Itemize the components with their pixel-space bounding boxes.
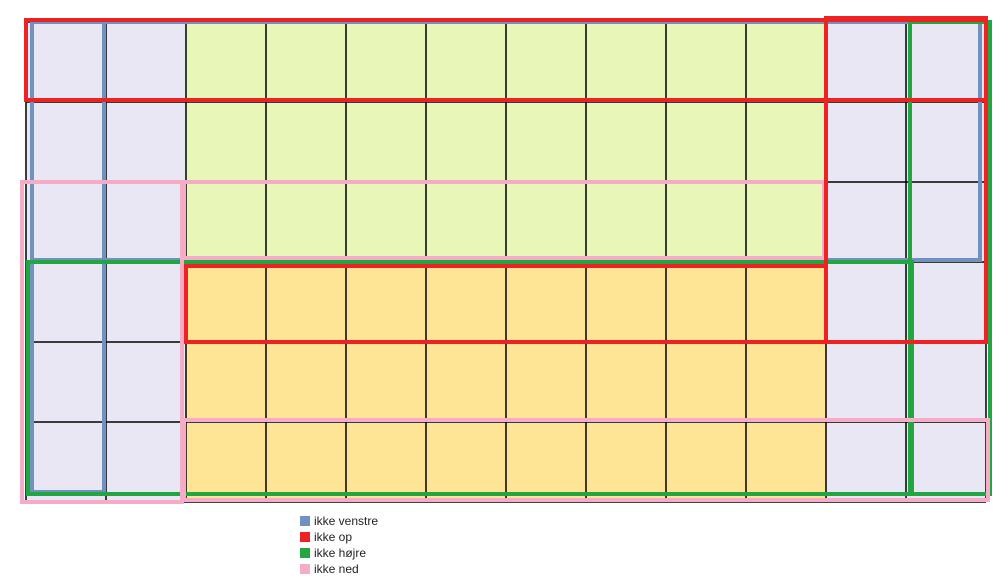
grid-cell <box>746 22 826 102</box>
grid-cell <box>746 422 826 502</box>
legend-label: ikke venstre <box>314 514 379 528</box>
grid-cell <box>586 422 666 502</box>
grid-cell <box>426 262 506 342</box>
grid-cell <box>186 422 266 502</box>
grid-cell <box>426 182 506 262</box>
grid-cell <box>906 422 986 502</box>
grid-cell <box>106 22 186 102</box>
grid-cell <box>346 262 426 342</box>
legend-swatch-blue <box>300 516 310 526</box>
legend-item-ikke-ned: ikke ned <box>300 561 378 577</box>
grid-cell <box>746 342 826 422</box>
grid-cell <box>506 22 586 102</box>
legend-label: ikke ned <box>314 562 359 576</box>
grid-cell <box>906 262 986 342</box>
grid-cell <box>106 182 186 262</box>
grid-cell <box>506 422 586 502</box>
grid-cell <box>666 102 746 182</box>
grid-cell <box>186 182 266 262</box>
grid-cell <box>26 422 106 502</box>
grid-cell <box>106 262 186 342</box>
pink-outline-bottom-row <box>182 418 990 502</box>
grid-cell <box>186 102 266 182</box>
region-outlines <box>20 16 992 504</box>
grid-cell <box>906 342 986 422</box>
grid-cell <box>426 422 506 502</box>
grid-cell <box>506 182 586 262</box>
grid-cell <box>506 262 586 342</box>
grid-cell <box>666 182 746 262</box>
legend-item-ikke-op: ikke op <box>300 529 378 545</box>
legend-label: ikke højre <box>314 546 367 560</box>
grid-cell <box>186 342 266 422</box>
grid-cell <box>906 102 986 182</box>
grid-cells <box>26 22 986 502</box>
grid-cell <box>346 102 426 182</box>
grid-cell <box>826 342 906 422</box>
grid-cell <box>666 262 746 342</box>
grid-cell <box>666 22 746 102</box>
grid-cell <box>906 22 986 102</box>
grid-cell <box>106 422 186 502</box>
grid-cell <box>426 102 506 182</box>
grid-cell <box>826 22 906 102</box>
grid-cell <box>266 102 346 182</box>
grid-cell <box>26 342 106 422</box>
grid-cell <box>186 22 266 102</box>
grid-cell <box>346 22 426 102</box>
pink-outline-left-block <box>20 180 184 504</box>
grid-cell <box>746 262 826 342</box>
grid-cell <box>506 102 586 182</box>
grid-cell <box>666 342 746 422</box>
grid-cell <box>266 22 346 102</box>
grid-cell <box>346 422 426 502</box>
grid-cell <box>346 342 426 422</box>
grid-cell <box>26 182 106 262</box>
grid-cell <box>186 262 266 342</box>
grid-cell <box>266 182 346 262</box>
grid-cell <box>26 102 106 182</box>
grid-cell <box>266 422 346 502</box>
grid-cell <box>586 342 666 422</box>
grid-cell <box>826 182 906 262</box>
grid-cell <box>26 262 106 342</box>
grid-cell <box>746 102 826 182</box>
legend-label: ikke op <box>314 530 353 544</box>
grid-cell <box>586 262 666 342</box>
grid-cell <box>426 22 506 102</box>
grid-cell <box>586 182 666 262</box>
grid-cell <box>666 422 746 502</box>
grid-cell <box>346 182 426 262</box>
grid-cell <box>586 102 666 182</box>
legend-swatch-red <box>300 532 310 542</box>
grid-cell <box>106 102 186 182</box>
legend-swatch-green <box>300 548 310 558</box>
legend: ikke venstre ikke op ikke højre ikke ned <box>300 513 378 577</box>
grid-cell <box>26 22 106 102</box>
legend-swatch-pink <box>300 564 310 574</box>
grid-cell <box>506 342 586 422</box>
grid-cell <box>106 342 186 422</box>
grid-cell <box>826 422 906 502</box>
legend-item-ikke-hojre: ikke højre <box>300 545 378 561</box>
grid-cell <box>826 262 906 342</box>
grid-diagram <box>20 16 992 504</box>
grid-cell <box>746 182 826 262</box>
legend-item-ikke-venstre: ikke venstre <box>300 513 378 529</box>
red-outline-right-block <box>824 16 988 344</box>
grid-cell <box>906 182 986 262</box>
grid-cell <box>266 342 346 422</box>
grid-cell <box>586 22 666 102</box>
grid-cell <box>266 262 346 342</box>
grid-cell <box>426 342 506 422</box>
grid-cell <box>826 102 906 182</box>
